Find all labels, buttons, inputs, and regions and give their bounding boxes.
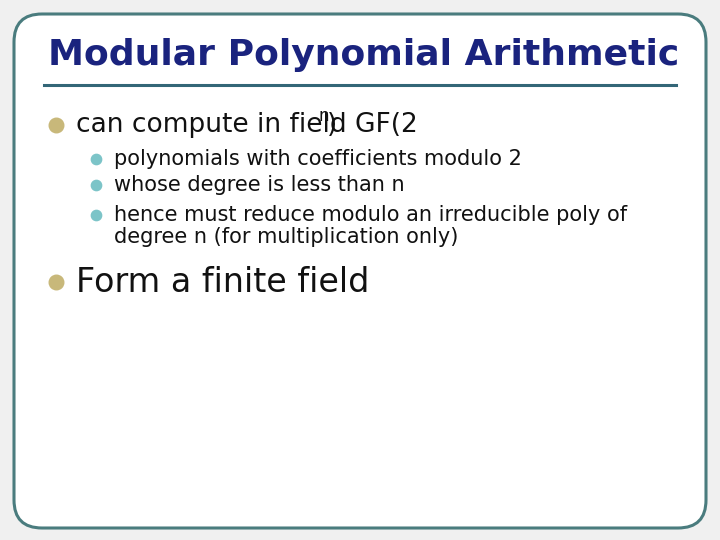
Point — [90, 211, 102, 219]
Point — [90, 181, 102, 190]
Text: hence must reduce modulo an irreducible poly of: hence must reduce modulo an irreducible … — [114, 205, 627, 225]
Text: n: n — [318, 107, 328, 125]
Text: degree n (for multiplication only): degree n (for multiplication only) — [114, 227, 459, 247]
Text: can compute in field GF(2: can compute in field GF(2 — [76, 112, 418, 138]
Point — [50, 120, 62, 129]
Text: ): ) — [327, 112, 337, 138]
Text: Modular Polynomial Arithmetic: Modular Polynomial Arithmetic — [48, 38, 679, 72]
Text: Form a finite field: Form a finite field — [76, 266, 369, 299]
Text: polynomials with coefficients modulo 2: polynomials with coefficients modulo 2 — [114, 149, 522, 169]
Point — [50, 278, 62, 286]
Text: whose degree is less than n: whose degree is less than n — [114, 175, 405, 195]
FancyBboxPatch shape — [14, 14, 706, 528]
Point — [90, 154, 102, 163]
